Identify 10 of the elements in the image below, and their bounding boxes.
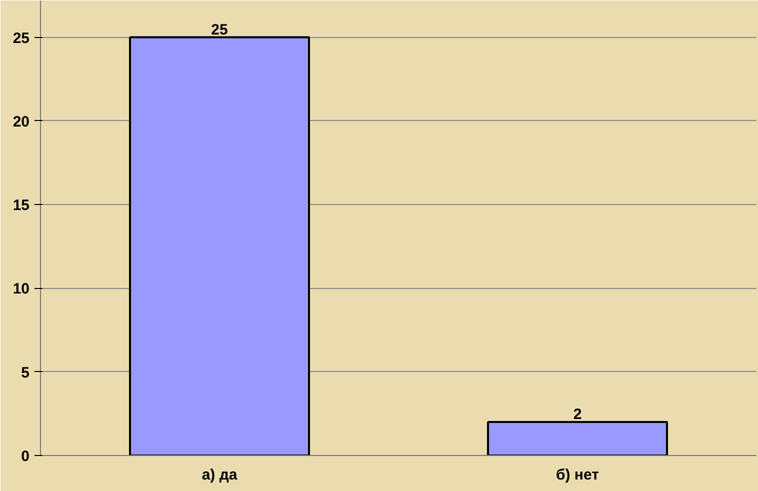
data-label: 25 [211, 21, 228, 38]
y-tick-label: 25 [12, 30, 30, 47]
y-tick-label: 20 [12, 113, 30, 130]
y-tick-label: 15 [12, 197, 30, 214]
x-tick-label: а) да [202, 466, 238, 484]
y-tick-label: 10 [12, 280, 30, 298]
data-label: 2 [573, 406, 582, 424]
y-tick-label: 0 [21, 448, 30, 465]
x-tick-label: б) нет [556, 466, 599, 484]
y-tick-label: 5 [21, 364, 30, 382]
